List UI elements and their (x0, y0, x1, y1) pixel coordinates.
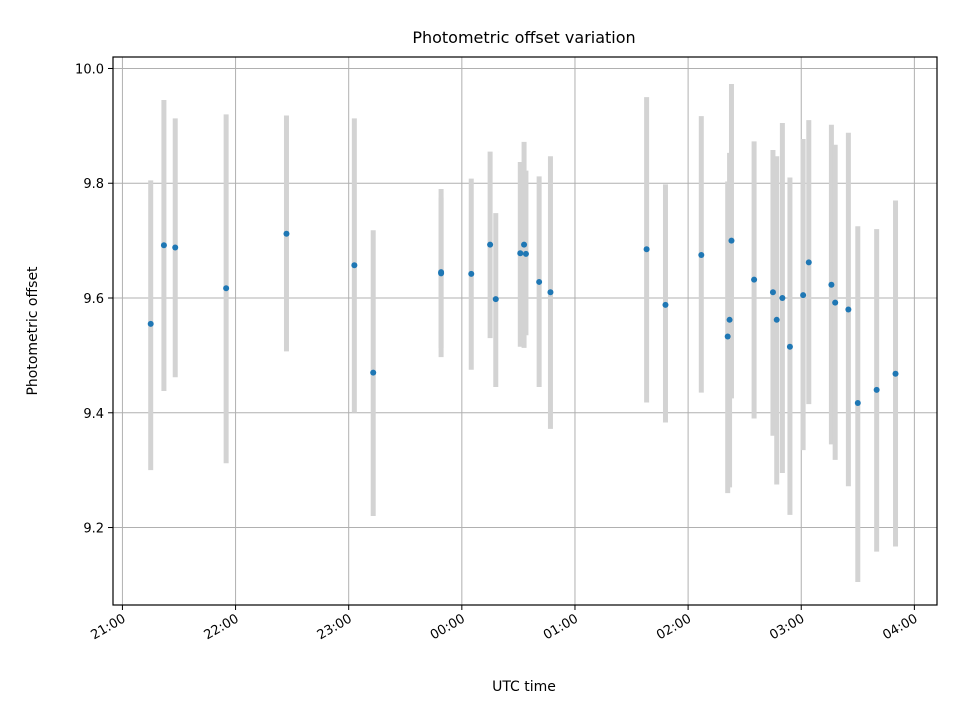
data-point (892, 370, 899, 377)
data-point (522, 250, 529, 257)
data-point (521, 241, 528, 248)
data-points (147, 230, 899, 407)
y-tick-label: 9.6 (83, 292, 104, 307)
data-point (845, 306, 852, 313)
plot-frame (112, 56, 938, 606)
data-point (724, 333, 731, 340)
data-point (492, 296, 499, 303)
data-point (536, 278, 543, 285)
data-point (487, 241, 494, 248)
y-axis-ticks: 9.2 9.4 9.6 9.8 10.0 (75, 62, 113, 537)
data-point (873, 386, 880, 393)
data-point (728, 237, 735, 244)
data-point (643, 246, 650, 253)
y-tick-label: 9.2 (83, 522, 104, 537)
data-point (351, 262, 358, 269)
data-point (800, 292, 807, 299)
data-point (283, 230, 290, 237)
grid (113, 57, 937, 605)
data-point (805, 259, 812, 266)
data-point (779, 295, 786, 302)
y-axis-label: Photometric offset (25, 266, 41, 396)
data-point (726, 316, 733, 323)
chart-title: Photometric offset variation (412, 28, 635, 47)
data-point (769, 289, 776, 296)
y-tick-label: 10.0 (75, 62, 104, 77)
data-point (786, 343, 793, 350)
data-point (370, 369, 377, 376)
data-point (828, 281, 835, 288)
data-point (854, 400, 861, 407)
data-point (751, 276, 758, 283)
data-point (147, 320, 154, 327)
data-point (438, 269, 445, 276)
data-point (172, 244, 179, 251)
data-point (698, 251, 705, 258)
y-tick-label: 9.4 (83, 407, 104, 422)
data-point (773, 316, 780, 323)
data-point (832, 299, 839, 306)
y-tick-label: 9.8 (83, 177, 104, 192)
data-point (517, 250, 524, 257)
x-axis-label: UTC time (492, 679, 556, 695)
data-point (160, 242, 167, 249)
data-point (547, 289, 554, 296)
data-point (468, 270, 475, 277)
data-point (662, 301, 669, 308)
data-point (223, 285, 230, 292)
